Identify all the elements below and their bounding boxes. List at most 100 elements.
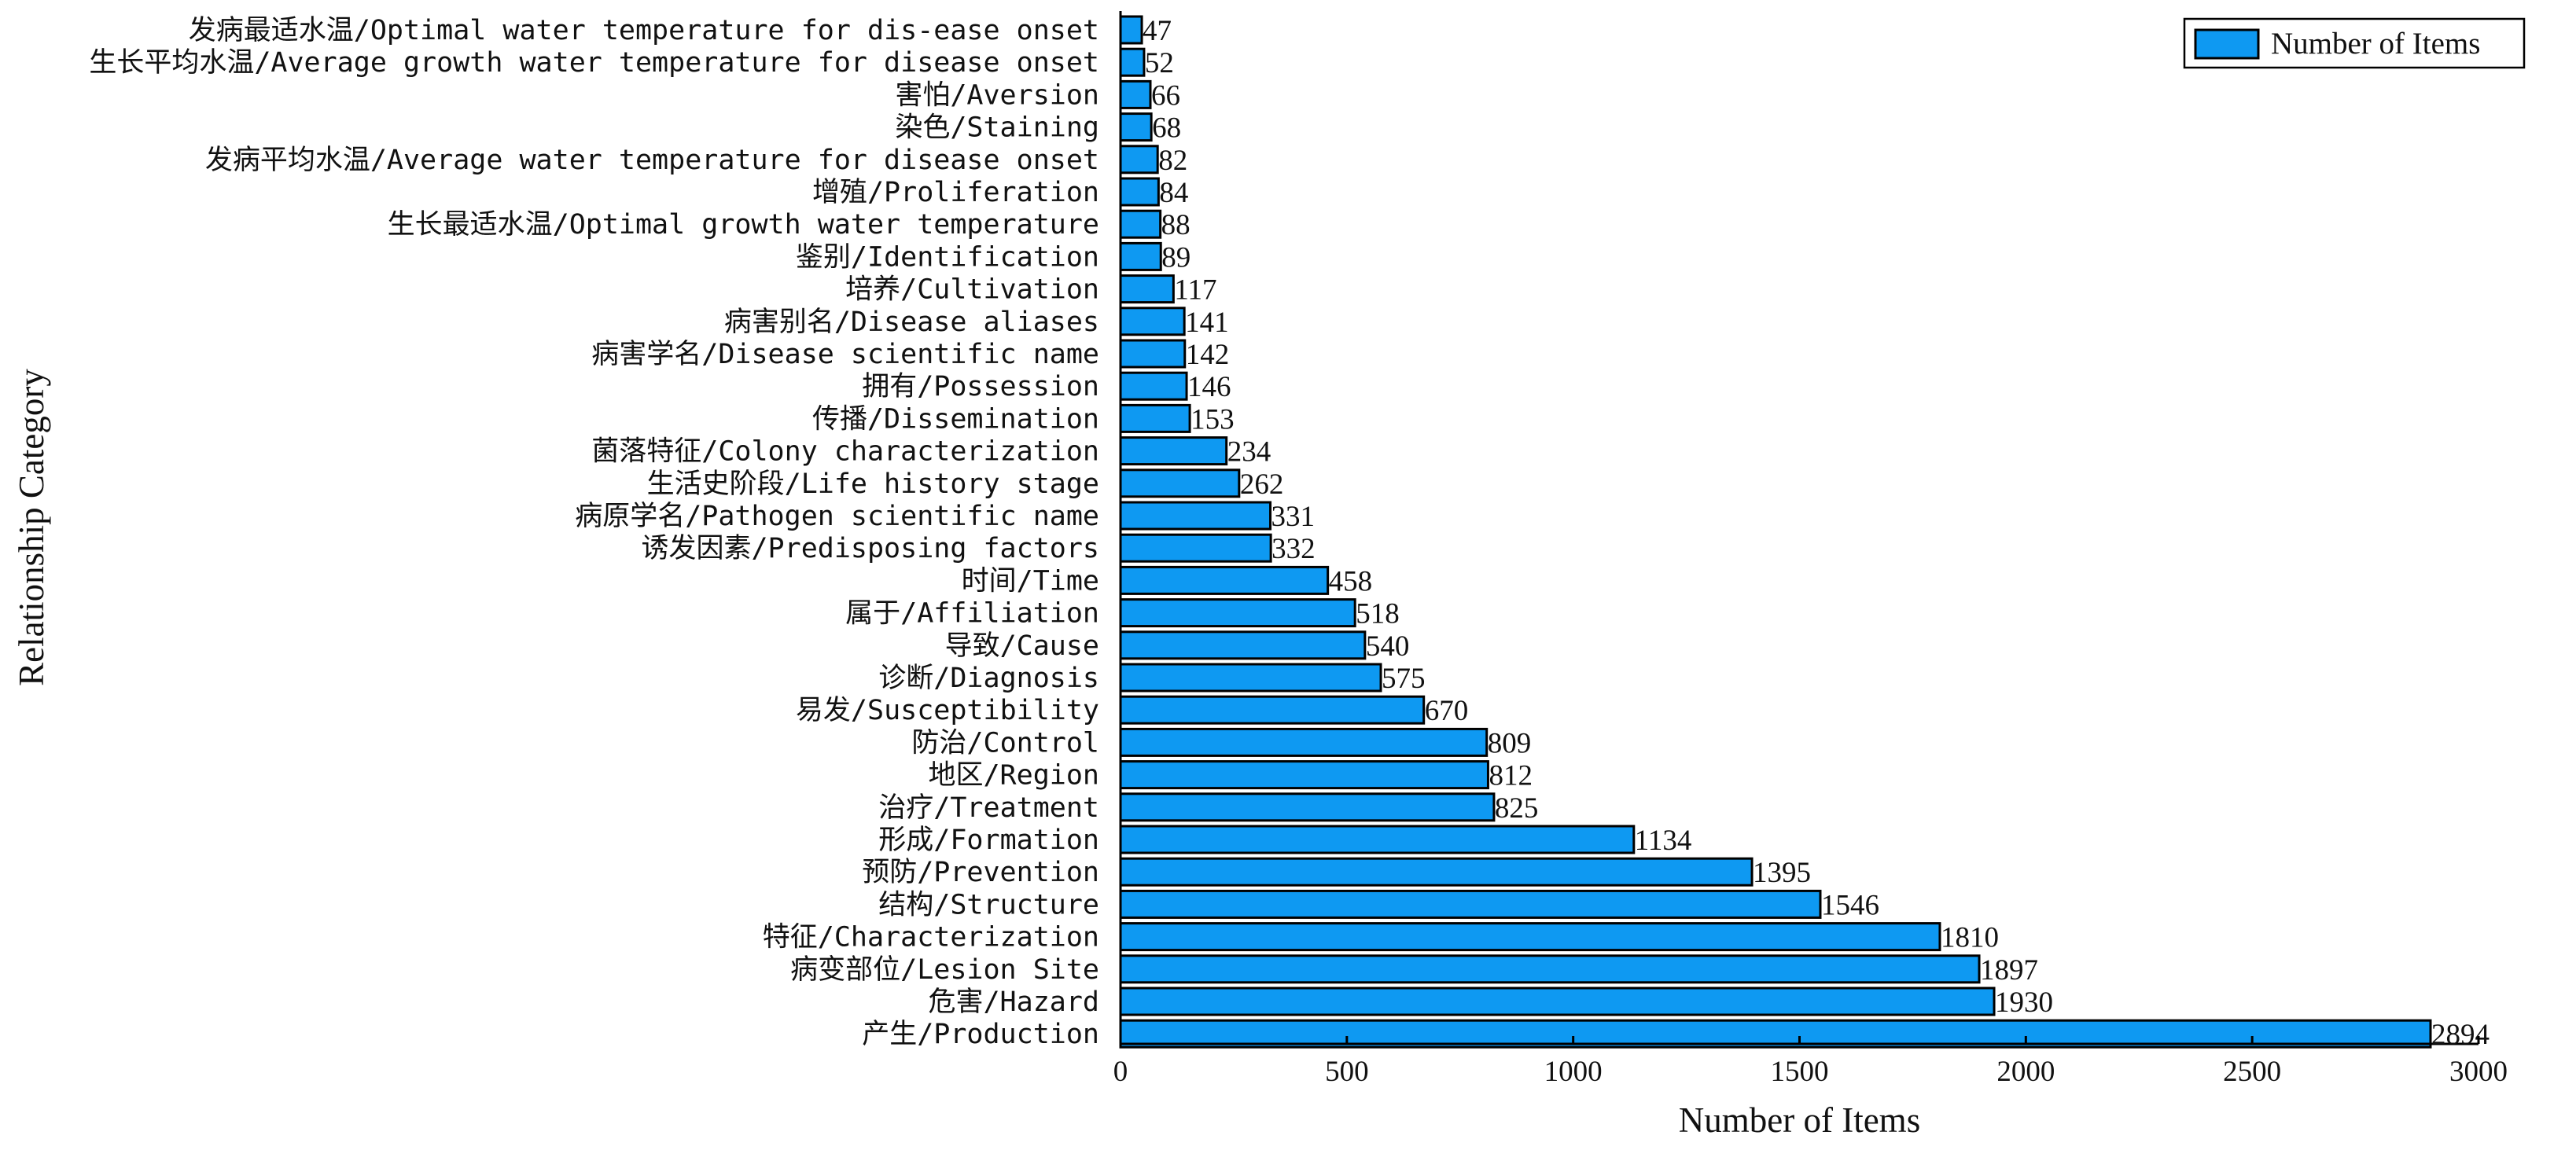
bar	[1119, 79, 1152, 109]
bar	[1119, 371, 1188, 401]
x-tick-label: 2500	[2223, 1056, 2281, 1088]
x-tick-label: 500	[1325, 1056, 1369, 1088]
category-labels: 发病最适水温/Optimal water temperature for dis…	[89, 15, 1099, 1050]
value-label: 141	[1185, 307, 1229, 339]
category-label: 病害别名/Disease aliases	[724, 307, 1099, 338]
value-label: 146	[1187, 371, 1231, 403]
category-label: 生活史阶段/Life history stage	[647, 468, 1099, 500]
category-label: 防治/Control	[911, 727, 1099, 759]
category-label: 结构/Structure	[878, 889, 1099, 920]
value-label: 262	[1240, 468, 1284, 501]
x-ticks: 0 500 1000 1500 2000 2500 3000	[1113, 1036, 2508, 1088]
value-label: 331	[1271, 501, 1316, 533]
bar	[1119, 436, 1228, 466]
value-label: 518	[1356, 598, 1400, 630]
bar	[1119, 987, 1996, 1016]
value-label: 52	[1145, 47, 1174, 79]
category-label: 发病最适水温/Optimal water temperature for dis…	[189, 15, 1099, 46]
value-label: 575	[1382, 663, 1426, 695]
bar	[1119, 695, 1426, 725]
bar	[1119, 727, 1489, 757]
bar	[1119, 274, 1175, 304]
value-label: 1546	[1821, 889, 1879, 921]
category-label: 染色/Staining	[895, 112, 1099, 144]
value-label: 1395	[1753, 857, 1811, 889]
bar	[1119, 403, 1191, 433]
x-tick-label: 1000	[1544, 1056, 1603, 1088]
category-label: 菌落特征/Colony characterization	[591, 436, 1099, 468]
category-label: 特征/Characterization	[763, 922, 1099, 953]
bar	[1119, 15, 1143, 45]
x-axis-title: Number of Items	[1679, 1100, 1920, 1140]
x-tick-label: 1500	[1771, 1056, 1829, 1088]
bar	[1119, 954, 1981, 984]
bar	[1119, 307, 1186, 336]
category-label: 属于/Affiliation	[845, 598, 1099, 630]
bar	[1119, 889, 1822, 919]
value-label: 234	[1227, 436, 1271, 468]
value-label: 825	[1495, 792, 1539, 825]
value-label: 84	[1159, 177, 1188, 209]
category-label: 增殖/Proliferation	[812, 177, 1099, 208]
y-axis-title: Relationship Category	[12, 369, 51, 686]
legend-swatch	[2194, 28, 2260, 60]
category-label: 产生/Production	[862, 1019, 1099, 1050]
value-label: 332	[1271, 533, 1316, 565]
value-label: 66	[1151, 79, 1180, 112]
category-label: 生长平均水温/Average growth water temperature …	[89, 47, 1099, 79]
category-label: 生长最适水温/Optimal growth water temperature	[388, 209, 1099, 241]
category-label: 培养/Cultivation	[845, 274, 1099, 306]
bar	[1119, 501, 1272, 531]
value-label: 142	[1186, 339, 1230, 371]
bar	[1119, 760, 1489, 790]
category-label: 病变部位/Lesion Site	[790, 954, 1099, 986]
value-label: 47	[1143, 15, 1172, 47]
value-label: 1810	[1941, 922, 1999, 954]
value-label: 540	[1366, 630, 1410, 663]
bar	[1119, 145, 1159, 175]
bar	[1119, 663, 1382, 693]
bar	[1119, 339, 1187, 369]
value-label: 153	[1190, 403, 1235, 435]
category-label: 诱发因素/Predisposing factors	[641, 533, 1099, 564]
category-label: 病害学名/Disease scientific name	[591, 339, 1099, 370]
value-label: 458	[1329, 565, 1373, 597]
bar	[1119, 792, 1496, 822]
category-label: 传播/Dissemination	[812, 403, 1099, 435]
bar	[1119, 565, 1330, 595]
legend-label: Number of Items	[2271, 27, 2480, 61]
bar	[1119, 47, 1146, 77]
bar	[1119, 112, 1153, 142]
category-label: 预防/Prevention	[862, 857, 1099, 888]
category-label: 治疗/Treatment	[878, 792, 1099, 824]
category-label: 病原学名/Pathogen scientific name	[575, 501, 1099, 532]
x-tick-label: 3000	[2449, 1056, 2508, 1088]
bar	[1119, 598, 1356, 628]
category-label: 拥有/Possession	[862, 371, 1099, 402]
category-label: 诊断/Diagnosis	[878, 663, 1099, 694]
value-labels: 4752666882848889117141142146153234262331…	[1143, 15, 2490, 1051]
bar	[1119, 209, 1162, 239]
value-label: 1930	[1995, 987, 2053, 1019]
value-label: 1897	[1980, 954, 2038, 987]
value-label: 88	[1161, 209, 1190, 241]
bar	[1119, 825, 1636, 854]
category-label: 地区/Region	[928, 760, 1099, 792]
bar	[1119, 533, 1272, 563]
x-tick-label: 2000	[1996, 1056, 2055, 1088]
value-label: 1134	[1635, 825, 1692, 857]
category-label: 鉴别/Identification	[796, 241, 1099, 273]
category-label: 时间/Time	[962, 565, 1099, 597]
legend: Number of Items	[2183, 17, 2526, 69]
value-label: 117	[1174, 274, 1216, 307]
x-tick-label: 0	[1113, 1056, 1128, 1088]
category-label: 危害/Hazard	[928, 987, 1099, 1018]
bar	[1119, 630, 1367, 660]
value-label: 812	[1489, 760, 1533, 792]
bar	[1119, 922, 1941, 952]
category-label: 害怕/Aversion	[895, 79, 1099, 111]
value-label: 82	[1158, 145, 1187, 177]
value-label: 670	[1425, 695, 1469, 727]
